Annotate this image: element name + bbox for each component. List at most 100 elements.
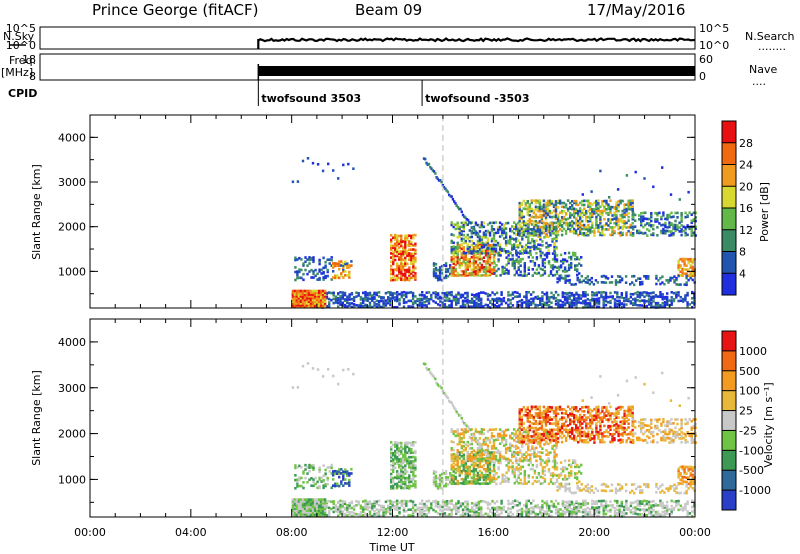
power-cell [478,243,482,247]
power-cell [324,276,327,280]
power-cell [532,199,536,203]
velocity-cell [380,504,383,508]
power-cell [525,249,528,253]
power-cell [542,203,546,207]
power-cell [583,213,586,216]
power-cell [527,240,530,243]
power-cell [589,205,592,209]
power-cell [631,275,634,278]
power-cell [410,276,413,280]
velocity-cell [554,511,558,515]
power-cell [609,291,612,295]
power-cell [375,303,378,306]
velocity-cell [396,460,399,463]
power-cell [503,270,506,273]
power-cell [303,296,307,300]
velocity-cell [393,507,397,511]
power-cell [642,225,645,229]
power-cell [544,211,548,215]
power-cell [685,264,688,267]
power-cell [464,255,467,259]
power-cell [396,254,399,258]
power-cell [621,199,624,203]
power-cell [541,303,544,306]
power-cell [464,268,467,271]
power-cell [550,211,554,215]
velocity-cell [301,513,305,516]
power-cell [394,242,397,246]
power-cell [478,274,482,277]
power-cell [577,214,580,217]
velocity-cell [607,509,610,513]
velocity-cell [305,501,309,505]
power-cell [554,225,558,229]
velocity-cell [492,478,496,481]
velocity-cell [400,452,403,455]
velocity-cell [404,443,407,446]
power-cell [640,220,643,223]
power-cell [680,230,683,233]
velocity-cell [466,469,469,473]
power-cell [629,300,633,303]
power-cell [591,203,594,206]
power-cell [642,232,645,235]
velocity-cell [670,510,673,513]
velocity-cell [484,512,487,516]
power-cell [576,257,579,261]
power-cell [418,301,422,305]
power-cell [620,292,623,295]
power-cell [507,272,510,275]
velocity-cell [450,463,453,467]
power-cell [476,273,480,277]
power-cell [516,295,519,298]
power-cell [686,214,689,217]
velocity-cell [323,513,327,516]
power-cell [546,202,550,205]
power-cell [450,247,453,251]
power-cell [560,220,564,223]
power-cell [641,291,644,295]
power-cell [486,244,490,247]
power-cell [631,210,634,213]
velocity-cell [450,447,453,450]
power-cell [625,298,628,301]
velocity-cell [387,499,390,503]
power-cell [462,274,465,277]
power-cell [484,271,488,275]
power-cell [450,256,453,259]
velocity-cell [478,430,482,434]
velocity-cell [396,499,399,503]
power-cell [315,291,319,295]
velocity-cell [408,449,411,452]
power-cell [645,299,648,303]
power-cell [291,300,295,303]
velocity-cell [495,507,499,511]
velocity-cell [490,480,494,483]
power-cell [296,180,300,183]
power-cell [322,256,325,260]
power-cell [359,304,363,307]
power-cell [554,207,558,211]
power-cell [449,264,452,267]
velocity-cell [296,478,299,481]
power-cell [297,289,301,293]
velocity-cell [404,487,407,490]
power-cell [674,223,677,227]
power-cell [408,240,411,243]
velocity-cell [482,459,486,462]
power-cell [476,241,480,245]
power-cell [454,260,457,263]
power-cell [693,295,696,299]
power-cell [396,298,399,301]
velocity-cell [480,482,484,485]
power-cell [668,221,671,224]
power-cell [490,270,494,273]
power-cell [547,245,550,249]
velocity-cell [577,510,580,513]
power-cell [607,300,610,304]
velocity-cell [607,504,610,508]
power-cell [685,274,688,278]
power-cell [473,300,476,303]
velocity-cell [371,504,374,508]
velocity-cell [468,469,471,473]
